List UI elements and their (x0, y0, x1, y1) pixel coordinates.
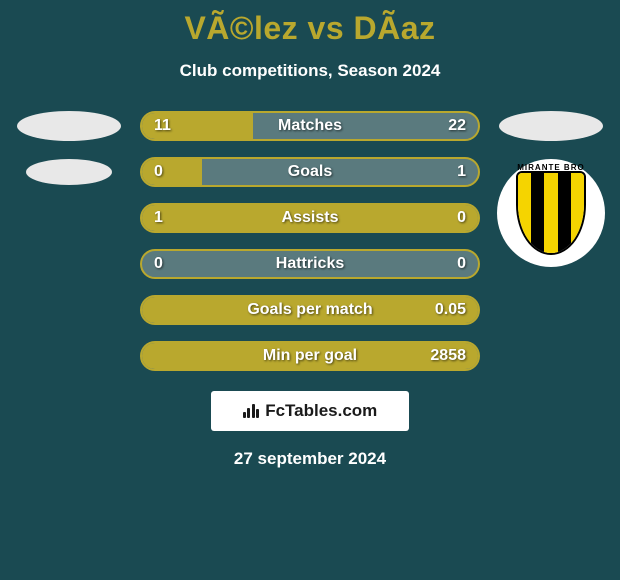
brand-text: FcTables.com (265, 401, 377, 421)
stat-label: Goals (288, 163, 332, 181)
card: VÃ©lez vs DÃ­az Club competitions, Seaso… (0, 0, 620, 580)
brand-badge: FcTables.com (211, 391, 410, 431)
comparison-block: 11Matches220Goals11Assists00Hattricks0Go… (0, 111, 620, 371)
left-avatars (14, 111, 124, 185)
club-avatar-left (26, 159, 112, 185)
stat-value-left: 11 (154, 117, 171, 135)
page-title: VÃ©lez vs DÃ­az (184, 10, 435, 47)
stat-value-right: 1 (457, 163, 466, 181)
date-text: 27 september 2024 (234, 449, 386, 469)
stat-value-right: 0 (457, 209, 466, 227)
stat-value-right: 22 (448, 117, 466, 135)
stat-value-left: 0 (154, 255, 163, 273)
stat-fill-left (142, 159, 202, 185)
stat-value-left: 1 (154, 209, 163, 227)
stat-label: Matches (278, 117, 342, 135)
player-avatar-left (17, 111, 121, 141)
stat-label: Goals per match (247, 301, 372, 319)
bars-icon (243, 404, 260, 418)
stat-label: Hattricks (276, 255, 344, 273)
stat-value-right: 2858 (430, 347, 466, 365)
stat-row: 0 Goals 1 (140, 157, 480, 187)
stat-row: 11 Matches 22 (140, 111, 480, 141)
stat-row: 0 Hattricks 0 (140, 249, 480, 279)
stat-value-right: 0.05 (435, 301, 466, 319)
stat-row: Min per goal 2858 (140, 341, 480, 371)
stat-row: 1 Assists 0 (140, 203, 480, 233)
stat-label: Min per goal (263, 347, 357, 365)
stat-value-left: 0 (154, 163, 163, 181)
right-avatars: MIRANTE BRO (496, 111, 606, 267)
shield-icon (516, 171, 586, 255)
club-logo-right: MIRANTE BRO (497, 159, 605, 267)
stat-value-right: 0 (457, 255, 466, 273)
stat-row: Goals per match 0.05 (140, 295, 480, 325)
stat-bars: 11Matches220Goals11Assists00Hattricks0Go… (140, 111, 480, 371)
stat-label: Assists (282, 209, 339, 227)
subtitle: Club competitions, Season 2024 (180, 61, 441, 81)
player-avatar-right (499, 111, 603, 141)
